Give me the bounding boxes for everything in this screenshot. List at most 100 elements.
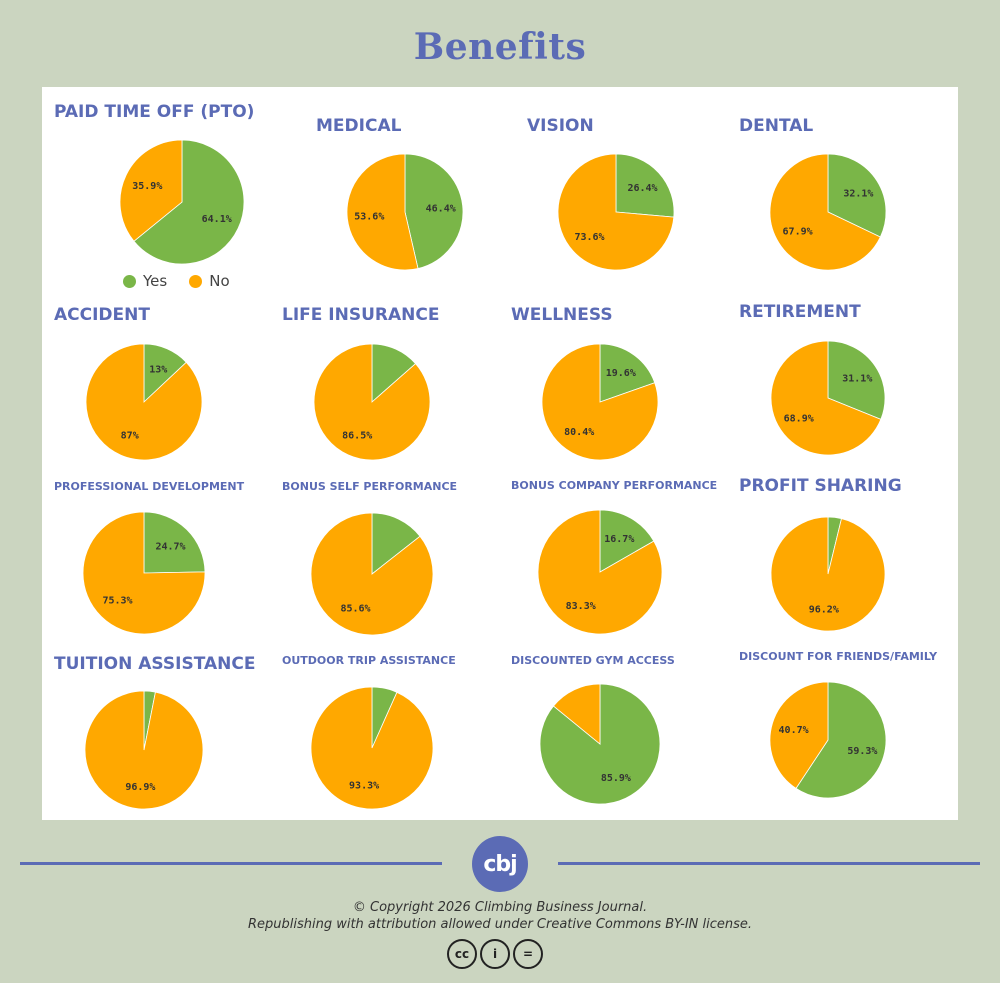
legend-yes-label: Yes bbox=[143, 272, 168, 290]
cc-icon: cc bbox=[447, 939, 477, 969]
pie-slice-yes bbox=[371, 512, 421, 575]
pie-label-no: 40.7% bbox=[779, 725, 809, 736]
chart-title-wellness: WELLNESS bbox=[511, 305, 613, 325]
chart-title-bonus-company-performance: BONUS COMPANY PERFORMANCE bbox=[511, 479, 718, 492]
pie-label-no: 87% bbox=[121, 431, 139, 442]
pie-discount-for-friends-family: 59.3% 40.7% bbox=[769, 681, 887, 799]
pie-slice-no bbox=[770, 340, 882, 456]
pie-vision: 26.4% 73.6% bbox=[557, 153, 675, 271]
pie-slice-no bbox=[769, 681, 829, 789]
legend-item-no: No bbox=[189, 272, 230, 290]
chart-title-bonus-self-performance: BONUS SELF PERFORMANCE bbox=[282, 480, 458, 493]
pie-label-no: 68.9% bbox=[784, 413, 814, 424]
pie-life-insurance: 86.5% bbox=[313, 343, 431, 461]
copyright-line-2: Republishing with attribution allowed un… bbox=[247, 917, 753, 932]
pie-professional-development: 24.7% 75.3% bbox=[82, 511, 206, 635]
pie-retirement: 31.1% 68.9% bbox=[770, 340, 886, 456]
pie-bonus-self-performance: 85.6% bbox=[310, 512, 434, 636]
pie-slice-no bbox=[85, 343, 203, 461]
pie-label-no: 83.3% bbox=[566, 601, 596, 612]
pie-slice-yes bbox=[404, 153, 464, 270]
page-title: Benefits bbox=[413, 26, 587, 68]
pie-slice-yes bbox=[599, 509, 655, 573]
legend: Yes No bbox=[123, 272, 230, 290]
pie-slice-no bbox=[346, 153, 419, 271]
chart-title-tuition-assistance: TUITION ASSISTANCE bbox=[54, 654, 256, 674]
chart-title-retirement: RETIREMENT bbox=[739, 302, 861, 322]
by-person-icon: i bbox=[480, 939, 510, 969]
pie-label-yes: 24.7% bbox=[155, 542, 185, 553]
pie-slice-yes bbox=[133, 139, 245, 265]
chart-title-discounted-gym-access: DISCOUNTED GYM ACCESS bbox=[511, 654, 675, 667]
pie-label-no: 53.6% bbox=[354, 212, 384, 223]
chart-title-vision: VISION bbox=[527, 116, 594, 136]
pie-slice-no bbox=[552, 683, 601, 745]
pie-slice-no bbox=[769, 153, 881, 271]
pie-wellness: 19.6% 80.4% bbox=[541, 343, 659, 461]
footer-divider-left bbox=[20, 862, 442, 865]
pie-slice-yes bbox=[143, 511, 206, 574]
cbj-logo: cbj bbox=[472, 836, 528, 892]
pie-label-yes: 16.7% bbox=[604, 534, 634, 545]
pie-label-yes: 13% bbox=[149, 365, 167, 376]
chart-title-medical: MEDICAL bbox=[316, 116, 402, 136]
pie-slice-no bbox=[541, 343, 659, 461]
pie-label-no: 96.9% bbox=[125, 782, 155, 793]
pie-label-no: 96.2% bbox=[809, 605, 839, 616]
pie-label-no: 80.4% bbox=[564, 427, 594, 438]
pie-label-yes: 64.1% bbox=[202, 214, 232, 225]
legend-item-yes: Yes bbox=[123, 272, 167, 290]
pie-label-no: 86.5% bbox=[342, 430, 372, 441]
pie-slice-no bbox=[537, 509, 663, 635]
pie-paid-time-off-pto: 64.1% 35.9% bbox=[119, 139, 245, 265]
pie-label-no: 73.6% bbox=[574, 232, 604, 243]
pie-slice-no bbox=[119, 139, 183, 242]
chart-title-life-insurance: LIFE INSURANCE bbox=[282, 305, 440, 325]
chart-title-discount-for-friends-family: DISCOUNT FOR FRIENDS/FAMILY bbox=[739, 650, 938, 663]
pie-label-yes: 46.4% bbox=[426, 203, 456, 214]
legend-no-label: No bbox=[209, 272, 230, 290]
pie-label-yes: 59.3% bbox=[847, 746, 877, 757]
pie-label-no: 85.6% bbox=[340, 604, 370, 615]
pie-slice-no bbox=[557, 153, 675, 271]
pie-slice-no bbox=[310, 512, 434, 636]
pie-label-yes: 32.1% bbox=[843, 188, 873, 199]
copyright-notice: © Copyright 2026 Climbing Business Journ… bbox=[0, 899, 1000, 933]
pie-slice-no bbox=[84, 690, 204, 810]
pie-label-no: 67.9% bbox=[783, 227, 813, 238]
pie-discounted-gym-access: 85.9% bbox=[539, 683, 661, 805]
pie-profit-sharing: 96.2% bbox=[770, 516, 886, 632]
pie-label-no: 93.3% bbox=[349, 781, 379, 792]
pie-label-no: 35.9% bbox=[132, 181, 162, 192]
pie-medical: 46.4% 53.6% bbox=[346, 153, 464, 271]
legend-no-swatch bbox=[189, 274, 203, 288]
chart-title-accident: ACCIDENT bbox=[54, 305, 150, 325]
chart-title-profit-sharing: PROFIT SHARING bbox=[739, 476, 902, 496]
pie-slice-no bbox=[313, 343, 431, 461]
chart-title-professional-development: PROFESSIONAL DEVELOPMENT bbox=[54, 480, 245, 493]
pie-slice-yes bbox=[827, 340, 886, 420]
pie-slice-yes bbox=[795, 681, 887, 799]
pie-bonus-company-performance: 16.7% 83.3% bbox=[537, 509, 663, 635]
pie-dental: 32.1% 67.9% bbox=[769, 153, 887, 271]
pie-slice-no bbox=[82, 511, 206, 635]
nd-equals-icon: = bbox=[513, 939, 543, 969]
chart-title-paid-time-off-pto: PAID TIME OFF (PTO) bbox=[54, 102, 255, 122]
pie-tuition-assistance: 96.9% bbox=[84, 690, 204, 810]
chart-title-dental: DENTAL bbox=[739, 116, 814, 136]
pie-label-yes: 26.4% bbox=[627, 183, 657, 194]
pie-label-yes: 85.9% bbox=[601, 773, 631, 784]
pie-label-yes: 19.6% bbox=[606, 368, 636, 379]
license-icons: cc i = bbox=[447, 939, 543, 969]
pie-accident: 13% 87% bbox=[85, 343, 203, 461]
footer-divider-right bbox=[558, 862, 980, 865]
pie-label-yes: 31.1% bbox=[842, 374, 872, 385]
pie-slice-no bbox=[310, 686, 434, 810]
chart-title-outdoor-trip-assistance: OUTDOOR TRIP ASSISTANCE bbox=[282, 654, 456, 667]
pie-slice-yes bbox=[827, 153, 887, 238]
pie-slice-yes bbox=[615, 153, 675, 218]
pie-label-no: 75.3% bbox=[102, 596, 132, 607]
legend-yes-swatch bbox=[123, 274, 136, 288]
copyright-line-1: © Copyright 2026 Climbing Business Journ… bbox=[352, 900, 648, 915]
